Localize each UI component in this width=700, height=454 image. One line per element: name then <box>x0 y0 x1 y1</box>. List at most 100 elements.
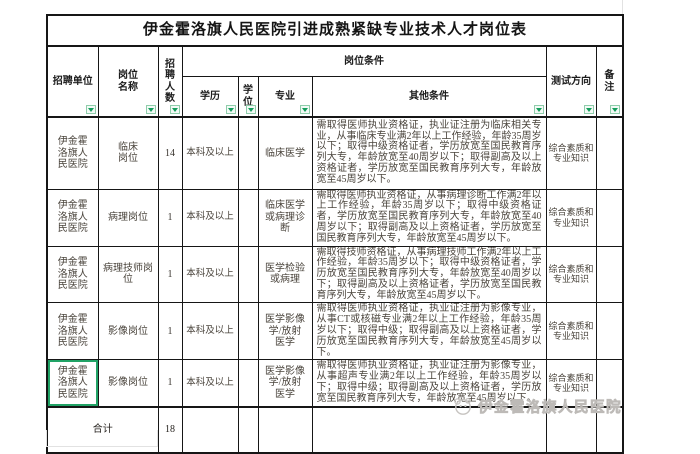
cell-education[interactable]: 本科及以上 <box>181 302 239 361</box>
filter-icon[interactable] <box>245 105 256 114</box>
header-post-conditions-group[interactable]: 岗位条件 <box>181 45 547 78</box>
chevron-down-icon <box>87 107 94 112</box>
chevron-down-icon <box>585 107 592 112</box>
cell-count[interactable]: 14 <box>157 116 183 190</box>
cell-unit[interactable]: 伊金霍洛旗人民医院 <box>46 302 99 361</box>
header-recruit-count-label: 招 聘 人 数 <box>165 58 175 105</box>
cell-unit-selected[interactable]: 伊金霍洛旗人民医院 <box>46 359 99 408</box>
cell-other-conditions[interactable]: 需取得医师执业资格证，从事病理诊断工作满2年以上工作经验，年龄35周岁以下；取得… <box>311 188 547 247</box>
cell-remark[interactable] <box>595 302 624 361</box>
filter-icon[interactable] <box>225 105 236 114</box>
total-label-cell[interactable]: 合计 <box>46 405 159 454</box>
header-recruiting-unit[interactable]: 招聘单位 <box>46 45 99 118</box>
cell-unit[interactable]: 伊金霍洛旗人民医院 <box>46 245 99 304</box>
gridline <box>622 0 623 14</box>
header-major-label: 专业 <box>275 90 295 102</box>
cell-post[interactable]: 病理岗位 <box>97 188 159 247</box>
cell-other-conditions[interactable]: 需取得技师资格证，从事病理技师工作满2年以上工作经验，年龄35周岁以下；取得中级… <box>311 245 547 304</box>
header-remark-label: 备注 <box>604 70 615 93</box>
table-title[interactable]: 伊金霍洛旗人民医院引进成熟紧缺专业技术人才岗位表 <box>46 14 624 47</box>
table-row: 伊金霍洛旗人民医院 病理技师岗位 1 本科及以上 医学检验或病理 需取得技师资格… <box>46 245 624 304</box>
cell-count[interactable]: 1 <box>157 302 183 361</box>
cell-unit[interactable]: 伊金霍洛旗人民医院 <box>46 188 99 247</box>
filter-icon[interactable] <box>583 105 594 114</box>
cell-post[interactable]: 影像岗位 <box>97 302 159 361</box>
cell-test-direction[interactable]: 综合素质和专业知识 <box>545 245 597 304</box>
chevron-down-icon <box>301 107 308 112</box>
gridline <box>157 430 158 447</box>
cell-post[interactable]: 临床 岗位 <box>97 116 159 190</box>
cell-count[interactable]: 1 <box>157 359 183 408</box>
cell-major[interactable]: 临床医学或病理诊断 <box>257 188 313 247</box>
cell-remark[interactable] <box>595 188 624 247</box>
cell-degree[interactable] <box>237 359 259 408</box>
cell-remark[interactable] <box>595 359 624 408</box>
cell-degree[interactable] <box>237 302 259 361</box>
filter-icon[interactable] <box>299 105 310 114</box>
header-education[interactable]: 学历 <box>181 76 239 119</box>
cell-test-direction[interactable]: 综合素质和专业知识 <box>545 188 597 247</box>
cell-count[interactable]: 1 <box>157 245 183 304</box>
empty-cell[interactable] <box>181 405 239 454</box>
cell-remark[interactable] <box>595 245 624 304</box>
cell-education[interactable]: 本科及以上 <box>181 245 239 304</box>
cell-education[interactable]: 本科及以上 <box>181 188 239 247</box>
chevron-down-icon <box>227 107 234 112</box>
cell-major[interactable]: 临床医学 <box>257 116 313 190</box>
total-row: 合计 18 <box>46 405 624 454</box>
cell-post[interactable]: 影像岗位 <box>97 359 159 408</box>
cell-unit[interactable]: 伊金霍洛旗人民医院 <box>46 116 99 190</box>
table-row: 伊金霍洛旗人民医院 病理岗位 1 本科及以上 临床医学或病理诊断 需取得医师执业… <box>46 188 624 247</box>
gridline <box>46 446 158 447</box>
cell-major[interactable]: 医学检验或病理 <box>257 245 313 304</box>
header-education-label: 学历 <box>200 90 220 102</box>
filter-icon[interactable] <box>169 105 180 114</box>
cell-education[interactable]: 本科及以上 <box>181 359 239 408</box>
cell-test-direction[interactable]: 综合素质和专业知识 <box>545 116 597 190</box>
empty-cell[interactable] <box>257 405 313 454</box>
header-other-conditions[interactable]: 其他条件 <box>311 76 547 119</box>
cell-degree[interactable] <box>237 116 259 190</box>
cell-test-direction[interactable]: 综合素质和专业知识 <box>545 302 597 361</box>
header-degree[interactable]: 学位 <box>237 76 259 119</box>
chevron-down-icon <box>147 107 154 112</box>
empty-cell[interactable] <box>545 405 597 454</box>
header-major[interactable]: 专业 <box>257 76 313 119</box>
cell-major[interactable]: 医学影像学/放射医学 <box>257 302 313 361</box>
filter-icon[interactable] <box>85 105 96 114</box>
recruitment-table: 伊金霍洛旗人民医院引进成熟紧缺专业技术人才岗位表 招聘单位 岗位 名称 招 聘 … <box>46 14 625 454</box>
total-count-cell[interactable]: 18 <box>157 405 183 454</box>
cell-test-direction[interactable]: 综合素质和专业知识 <box>545 359 597 408</box>
header-remark[interactable]: 备注 <box>595 45 624 118</box>
table-row: 伊金霍洛旗人民医院 影像岗位 1 本科及以上 医学影像学/放射医学 需取得医师执… <box>46 302 624 361</box>
chevron-down-icon <box>612 107 619 112</box>
cell-post[interactable]: 病理技师岗位 <box>97 245 159 304</box>
table-row: 伊金霍洛旗人民医院 影像岗位 1 本科及以上 医学影像学/放射医学 需取得医师执… <box>46 359 624 408</box>
filter-icon[interactable] <box>610 105 621 114</box>
header-test-direction-label: 测试方向 <box>551 75 591 87</box>
cell-other-conditions[interactable]: 需取得医师执业资格证，执业证注册为临床相关专业，从事临床专业满2年以上工作经验，… <box>311 116 547 190</box>
cell-other-conditions[interactable]: 需取得医师执业资格证，执业证注册为影像专业，从事CT或核磁专业满2年以上工作经验… <box>311 302 547 361</box>
cell-education[interactable]: 本科及以上 <box>181 116 239 190</box>
cell-remark[interactable] <box>595 116 624 190</box>
chevron-down-icon <box>535 107 542 112</box>
cell-other-conditions[interactable]: 需取得医师执业资格证，执业证注册为影像专业，从事超声专业满2年以上工作经验，年龄… <box>311 359 547 408</box>
header-recruiting-unit-label: 招聘单位 <box>52 75 93 87</box>
gridline <box>46 430 47 447</box>
filter-icon[interactable] <box>533 105 544 114</box>
header-recruit-count[interactable]: 招 聘 人 数 <box>157 45 183 118</box>
empty-cell[interactable] <box>595 405 624 454</box>
empty-cell[interactable] <box>311 405 547 454</box>
header-test-direction[interactable]: 测试方向 <box>545 45 597 118</box>
table-row: 伊金霍洛旗人民医院 临床 岗位 14 本科及以上 临床医学 需取得医师执业资格证… <box>46 116 624 190</box>
empty-cell[interactable] <box>237 405 259 454</box>
header-post-name[interactable]: 岗位 名称 <box>97 45 159 118</box>
cell-degree[interactable] <box>237 245 259 304</box>
filter-icon[interactable] <box>145 105 156 114</box>
header-degree-label: 学位 <box>243 85 253 108</box>
chevron-down-icon <box>247 107 254 112</box>
cell-major[interactable]: 医学影像学/放射医学 <box>257 359 313 408</box>
cell-degree[interactable] <box>237 188 259 247</box>
header-other-conditions-label: 其他条件 <box>409 90 449 102</box>
cell-count[interactable]: 1 <box>157 188 183 247</box>
